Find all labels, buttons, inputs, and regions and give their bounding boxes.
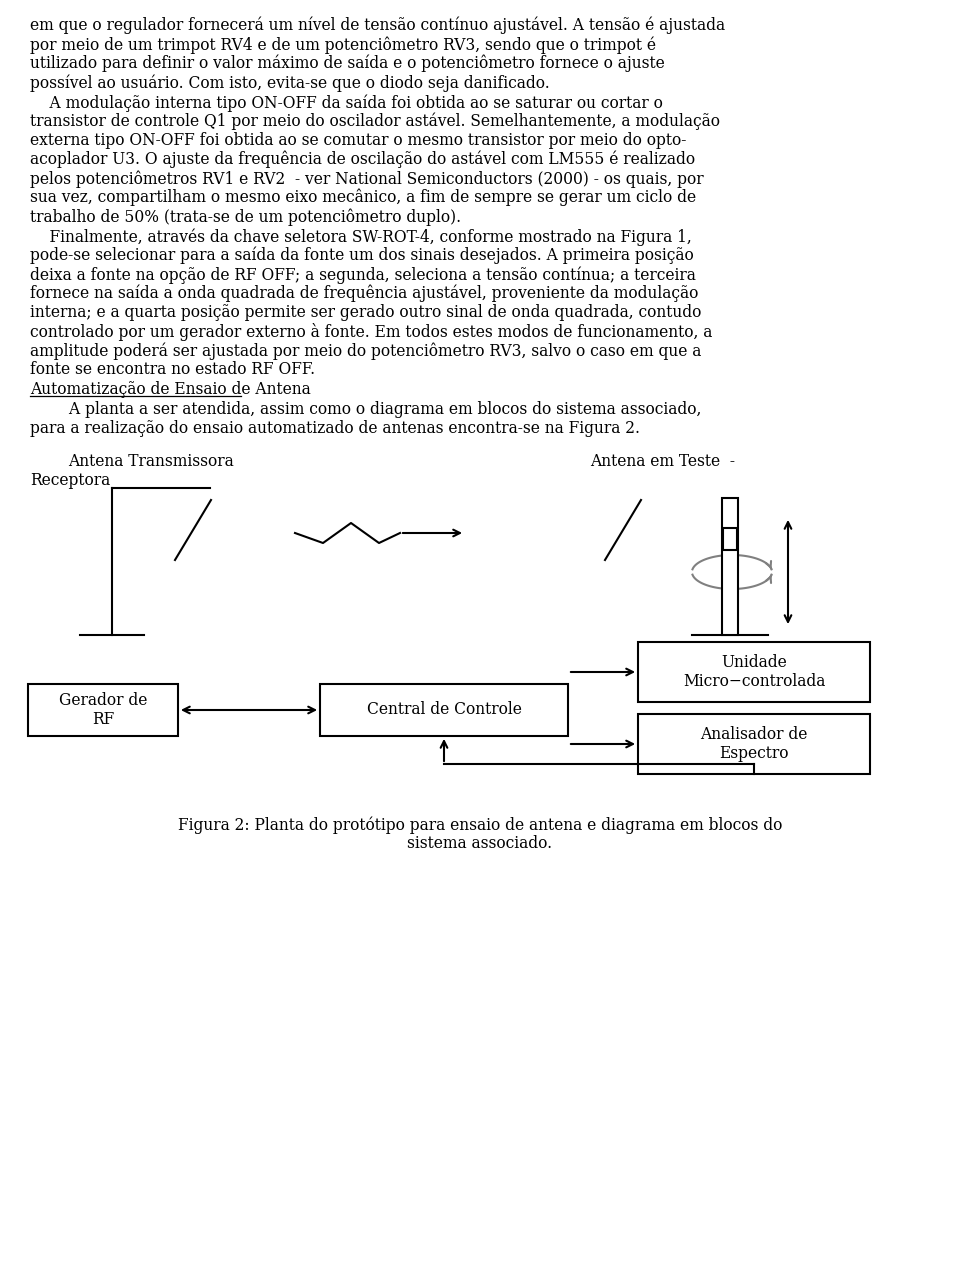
Text: controlado por um gerador externo à fonte. Em todos estes modos de funcionamento: controlado por um gerador externo à font…: [30, 324, 712, 341]
Bar: [638, 714, 870, 774]
Text: pelos potenciômetros RV1 e RV2  - ver National Semiconductors (2000) - os quais,: pelos potenciômetros RV1 e RV2 - ver Nat…: [30, 170, 704, 188]
Text: Antena em Teste  -: Antena em Teste -: [590, 453, 735, 469]
Text: em que o regulador fornecerá um nível de tensão contínuo ajustável. A tensão é a: em que o regulador fornecerá um nível de…: [30, 17, 725, 35]
Text: Figura 2: Planta do protótipo para ensaio de antena e diagrama em blocos do: Figura 2: Planta do protótipo para ensai…: [178, 816, 782, 834]
Text: para a realização do ensaio automatizado de antenas encontra-se na Figura 2.: para a realização do ensaio automatizado…: [30, 420, 640, 437]
Text: acoplador U3. O ajuste da frequência de oscilação do astável com LM555 é realiza: acoplador U3. O ajuste da frequência de …: [30, 151, 695, 169]
Text: pode-se selecionar para a saída da fonte um dos sinais desejados. A primeira pos: pode-se selecionar para a saída da fonte…: [30, 247, 694, 265]
Text: Analisador de
Espectro: Analisador de Espectro: [700, 725, 807, 762]
Text: A modulação interna tipo ON-OFF da saída foi obtida ao se saturar ou cortar o: A modulação interna tipo ON-OFF da saída…: [30, 93, 662, 111]
Text: sua vez, compartilham o mesmo eixo mecânico, a fim de sempre se gerar um ciclo d: sua vez, compartilham o mesmo eixo mecân…: [30, 189, 696, 206]
Text: Unidade
Micro−controlada: Unidade Micro−controlada: [683, 654, 826, 691]
Text: amplitude poderá ser ajustada por meio do potenciômetro RV3, salvo o caso em que: amplitude poderá ser ajustada por meio d…: [30, 341, 702, 359]
Text: por meio de um trimpot RV4 e de um potenciômetro RV3, sendo que o trimpot é: por meio de um trimpot RV4 e de um poten…: [30, 36, 656, 54]
Text: utilizado para definir o valor máximo de saída e o potenciômetro fornece o ajust: utilizado para definir o valor máximo de…: [30, 55, 664, 73]
Text: fonte se encontra no estado RF OFF.: fonte se encontra no estado RF OFF.: [30, 361, 315, 379]
Bar: [722, 498, 738, 634]
Text: sistema associado.: sistema associado.: [407, 835, 553, 852]
Bar: [320, 684, 568, 735]
Bar: [723, 528, 737, 550]
Text: trabalho de 50% (trata-se de um potenciômetro duplo).: trabalho de 50% (trata-se de um potenciô…: [30, 208, 461, 225]
Text: Finalmente, através da chave seletora SW-ROT-4, conforme mostrado na Figura 1,: Finalmente, através da chave seletora SW…: [30, 228, 692, 246]
Bar: [638, 642, 870, 702]
Text: externa tipo ON-OFF foi obtida ao se comutar o mesmo transistor por meio do opto: externa tipo ON-OFF foi obtida ao se com…: [30, 132, 686, 148]
Text: Antena Transmissora: Antena Transmissora: [68, 453, 233, 469]
Text: Receptora: Receptora: [30, 472, 110, 489]
Text: Automatização de Ensaio de Antena: Automatização de Ensaio de Antena: [30, 381, 311, 398]
Text: transistor de controle Q1 por meio do oscilador astável. Semelhantemente, a modu: transistor de controle Q1 por meio do os…: [30, 113, 720, 130]
Text: A planta a ser atendida, assim como o diagrama em blocos do sistema associado,: A planta a ser atendida, assim como o di…: [30, 402, 702, 418]
Text: Gerador de
RF: Gerador de RF: [59, 692, 147, 728]
Text: deixa a fonte na opção de RF OFF; a segunda, seleciona a tensão contínua; a terc: deixa a fonte na opção de RF OFF; a segu…: [30, 266, 696, 284]
Text: Central de Controle: Central de Controle: [367, 701, 521, 719]
Bar: [28, 684, 178, 735]
Text: possível ao usuário. Com isto, evita-se que o diodo seja danificado.: possível ao usuário. Com isto, evita-se …: [30, 74, 550, 92]
Text: interna; e a quarta posição permite ser gerado outro sinal de onda quadrada, con: interna; e a quarta posição permite ser …: [30, 304, 702, 321]
Text: fornece na saída a onda quadrada de frequência ajustável, proveniente da modulaç: fornece na saída a onda quadrada de freq…: [30, 285, 698, 303]
